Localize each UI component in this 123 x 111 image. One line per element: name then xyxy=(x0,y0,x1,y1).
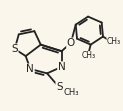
Text: CH₃: CH₃ xyxy=(107,38,121,47)
Text: CH₃: CH₃ xyxy=(81,52,95,60)
Text: S: S xyxy=(56,82,63,92)
Text: CH₃: CH₃ xyxy=(63,88,79,97)
Text: O: O xyxy=(67,38,75,48)
Text: N: N xyxy=(26,64,34,74)
Text: S: S xyxy=(11,44,18,54)
Text: N: N xyxy=(58,62,65,72)
